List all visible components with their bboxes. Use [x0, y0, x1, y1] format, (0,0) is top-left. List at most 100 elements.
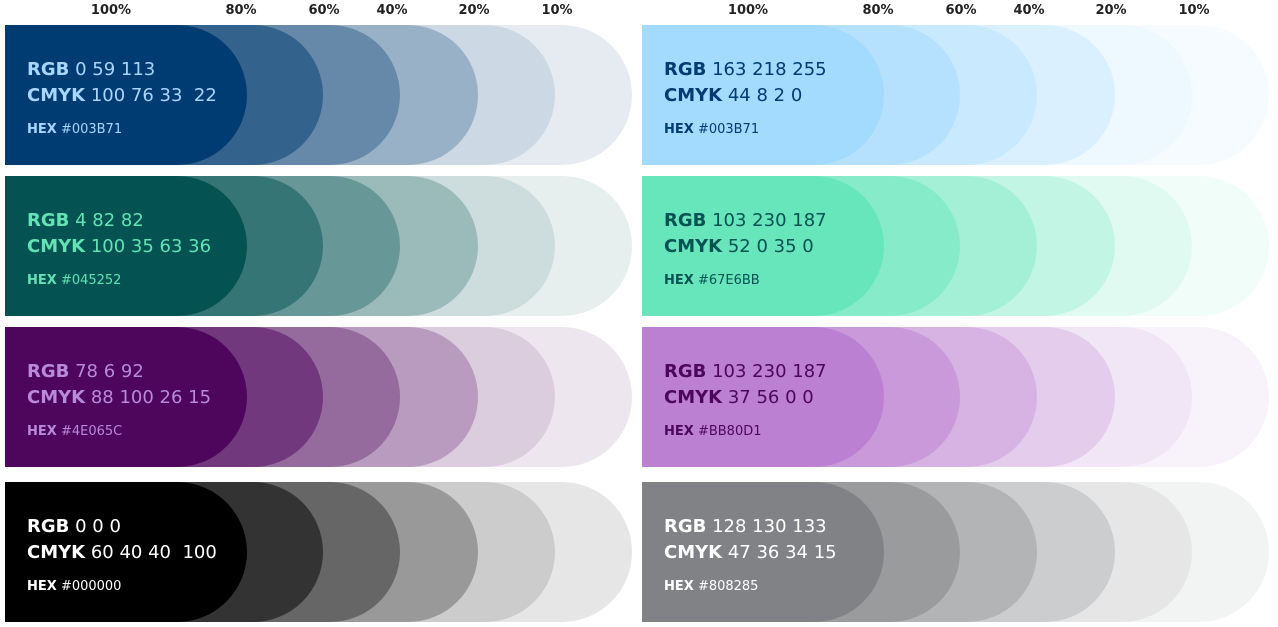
tint-header: 60% — [308, 3, 339, 18]
hex-line-value: #BB80D1 — [698, 424, 762, 439]
rgb-line-value: 0 59 113 — [75, 59, 155, 80]
hex-line-label: HEX — [27, 122, 57, 137]
tint-shape — [642, 327, 884, 467]
rgb-line: RGB 4 82 82 — [27, 210, 144, 231]
tint-header: 80% — [862, 3, 893, 18]
rgb-line: RGB 103 230 187 — [664, 210, 827, 231]
tint-shape — [5, 176, 247, 316]
cmyk-line: CMYK 100 35 63 36 — [27, 236, 211, 257]
cmyk-line-value: 60 40 40 100 — [91, 542, 217, 563]
cmyk-line-value: 88 100 26 15 — [91, 387, 211, 408]
hex-line-label: HEX — [664, 273, 694, 288]
hex-line-value: #045252 — [61, 273, 122, 288]
rgb-line-label: RGB — [27, 210, 69, 231]
tint-shape — [5, 327, 247, 467]
hex-line-label: HEX — [664, 579, 694, 594]
cmyk-line-label: CMYK — [664, 85, 723, 106]
swatch-row: RGB 4 82 82 CMYK 100 35 63 36 HEX #045252 — [5, 176, 632, 316]
tint-header: 100% — [728, 3, 768, 18]
rgb-line-value: 0 0 0 — [75, 516, 121, 537]
tint-shape — [5, 25, 247, 165]
hex-line: HEX #045252 — [27, 273, 121, 288]
rgb-line: RGB 128 130 133 — [664, 516, 827, 537]
cmyk-line-value: 44 8 2 0 — [728, 85, 802, 106]
hex-line: HEX #003B71 — [664, 122, 759, 137]
hex-line-label: HEX — [664, 424, 694, 439]
hex-line: HEX #003B71 — [27, 122, 122, 137]
rgb-line-value: 78 6 92 — [75, 361, 144, 382]
swatch-row: RGB 128 130 133 CMYK 47 36 34 15 HEX #8082… — [642, 482, 1269, 622]
cmyk-line-value: 47 36 34 15 — [728, 542, 837, 563]
cmyk-line-label: CMYK — [27, 387, 86, 408]
rgb-line-label: RGB — [27, 516, 69, 537]
cmyk-line-value: 100 35 63 36 — [91, 236, 211, 257]
tint-shape — [642, 482, 884, 622]
rgb-line-label: RGB — [27, 361, 69, 382]
rgb-line-label: RGB — [664, 361, 706, 382]
hex-line-value: #003B71 — [61, 122, 122, 137]
swatch-row: RGB 163 218 255 CMYK 44 8 2 0 HEX #003B71 — [642, 25, 1269, 165]
rgb-line: RGB 163 218 255 — [664, 59, 827, 80]
hex-line: HEX #67E6BB — [664, 273, 760, 288]
hex-line-value: #000000 — [61, 579, 122, 594]
cmyk-line: CMYK 52 0 35 0 — [664, 236, 814, 257]
rgb-line-label: RGB — [664, 516, 706, 537]
cmyk-line: CMYK 44 8 2 0 — [664, 85, 802, 106]
swatch-row: RGB 103 230 187 CMYK 37 56 0 0 HEX #BB80D1 — [642, 327, 1269, 467]
swatch-row: RGB 0 0 0 CMYK 60 40 40 100 HEX #000000 — [5, 482, 632, 622]
tint-header: 60% — [945, 3, 976, 18]
swatch-row: RGB 78 6 92 CMYK 88 100 26 15 HEX #4E065C — [5, 327, 632, 467]
rgb-line-value: 103 230 187 — [712, 210, 827, 231]
tint-header: 10% — [1178, 3, 1209, 18]
rgb-line-value: 103 230 187 — [712, 361, 827, 382]
rgb-line-value: 128 130 133 — [712, 516, 827, 537]
hex-line-value: #808285 — [698, 579, 759, 594]
tint-header: 40% — [376, 3, 407, 18]
rgb-line-label: RGB — [664, 210, 706, 231]
cmyk-line-label: CMYK — [27, 542, 86, 563]
hex-line-label: HEX — [27, 273, 57, 288]
rgb-line: RGB 78 6 92 — [27, 361, 144, 382]
tint-shape — [5, 482, 247, 622]
cmyk-line-label: CMYK — [27, 236, 86, 257]
hex-line-label: HEX — [664, 122, 694, 137]
cmyk-line: CMYK 88 100 26 15 — [27, 387, 211, 408]
cmyk-line-label: CMYK — [664, 236, 723, 257]
hex-line: HEX #000000 — [27, 579, 121, 594]
hex-line-value: #4E065C — [61, 424, 122, 439]
hex-line: HEX #808285 — [664, 579, 758, 594]
rgb-line-value: 163 218 255 — [712, 59, 827, 80]
rgb-line: RGB 103 230 187 — [664, 361, 827, 382]
tint-header: 80% — [225, 3, 256, 18]
cmyk-line: CMYK 100 76 33 22 — [27, 85, 217, 106]
tint-header: 20% — [458, 3, 489, 18]
cmyk-line-label: CMYK — [27, 85, 86, 106]
cmyk-line: CMYK 37 56 0 0 — [664, 387, 814, 408]
cmyk-line: CMYK 47 36 34 15 — [664, 542, 837, 563]
cmyk-line-value: 100 76 33 22 — [91, 85, 217, 106]
swatch-row: RGB 103 230 187 CMYK 52 0 35 0 HEX #67E6BB — [642, 176, 1269, 316]
rgb-line-label: RGB — [27, 59, 69, 80]
tint-header: 10% — [541, 3, 572, 18]
swatch-row: RGB 0 59 113 CMYK 100 76 33 22 HEX #003B71 — [5, 25, 632, 165]
hex-line-label: HEX — [27, 424, 57, 439]
cmyk-line-value: 37 56 0 0 — [728, 387, 814, 408]
rgb-line: RGB 0 0 0 — [27, 516, 121, 537]
hex-line: HEX #BB80D1 — [664, 424, 762, 439]
tint-shape — [642, 176, 884, 316]
hex-line-value: #67E6BB — [698, 273, 760, 288]
rgb-line-label: RGB — [664, 59, 706, 80]
cmyk-line: CMYK 60 40 40 100 — [27, 542, 217, 563]
hex-line-value: #003B71 — [698, 122, 759, 137]
hex-line: HEX #4E065C — [27, 424, 122, 439]
rgb-line-value: 4 82 82 — [75, 210, 144, 231]
tint-header: 40% — [1013, 3, 1044, 18]
tint-shape — [642, 25, 884, 165]
cmyk-line-value: 52 0 35 0 — [728, 236, 814, 257]
hex-line-label: HEX — [27, 579, 57, 594]
cmyk-line-label: CMYK — [664, 387, 723, 408]
tint-header: 20% — [1095, 3, 1126, 18]
cmyk-line-label: CMYK — [664, 542, 723, 563]
rgb-line: RGB 0 59 113 — [27, 59, 155, 80]
